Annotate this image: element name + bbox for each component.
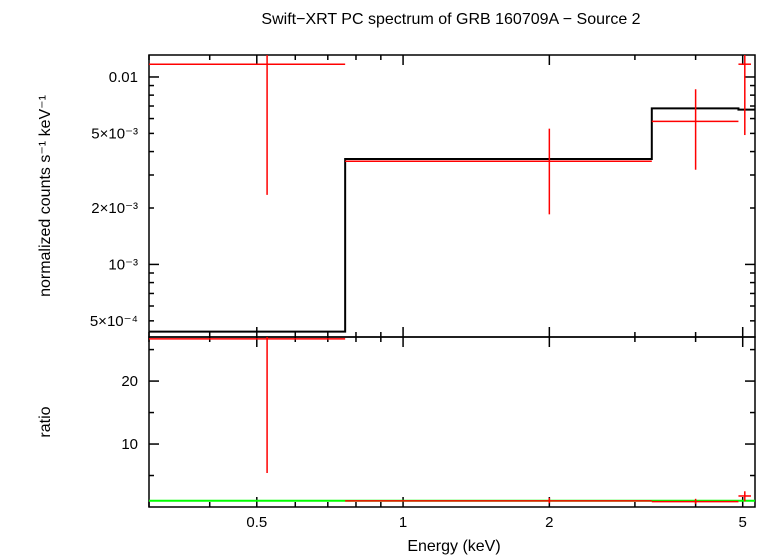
ratio-panel: 10 20 0.5 1 2 5 — [121, 336, 756, 531]
x-tick-label: 5 — [739, 514, 747, 531]
chart-title: Swift−XRT PC spectrum of GRB 160709A − S… — [261, 11, 640, 28]
data-point — [651, 89, 739, 170]
y-tick-label: 2×10⁻³ — [91, 200, 138, 217]
y-tick-label: 5×10⁻³ — [91, 125, 138, 142]
spectrum-frame — [148, 54, 756, 338]
data-point — [345, 128, 652, 215]
model-step-line — [149, 107, 755, 333]
data-point — [651, 498, 739, 504]
ratio-frame — [148, 336, 756, 508]
data-point — [738, 55, 751, 136]
spectrum-y-axis-label: normalized counts s⁻¹ keV⁻¹ — [37, 95, 54, 297]
x-tick-label: 1 — [399, 514, 407, 531]
data-point — [149, 55, 346, 195]
y-tick-label: 20 — [121, 373, 138, 390]
x-tick-label: 0.5 — [246, 514, 267, 531]
y-tick-label: 0.01 — [109, 69, 138, 86]
data-point — [149, 337, 346, 473]
y-tick-label: 5×10⁻⁴ — [90, 313, 138, 330]
y-tick-label: 10 — [121, 436, 138, 453]
ratio-y-axis-label: ratio — [37, 406, 54, 437]
x-tick-label: 2 — [545, 514, 553, 531]
spectrum-panel: 0.01 5×10⁻³ 2×10⁻³ 10⁻³ 5×10⁻⁴ — [90, 54, 756, 338]
y-tick-label: 10⁻³ — [108, 256, 138, 273]
x-axis-label: Energy (keV) — [407, 538, 500, 555]
data-point — [345, 497, 652, 504]
data-point — [738, 491, 751, 502]
